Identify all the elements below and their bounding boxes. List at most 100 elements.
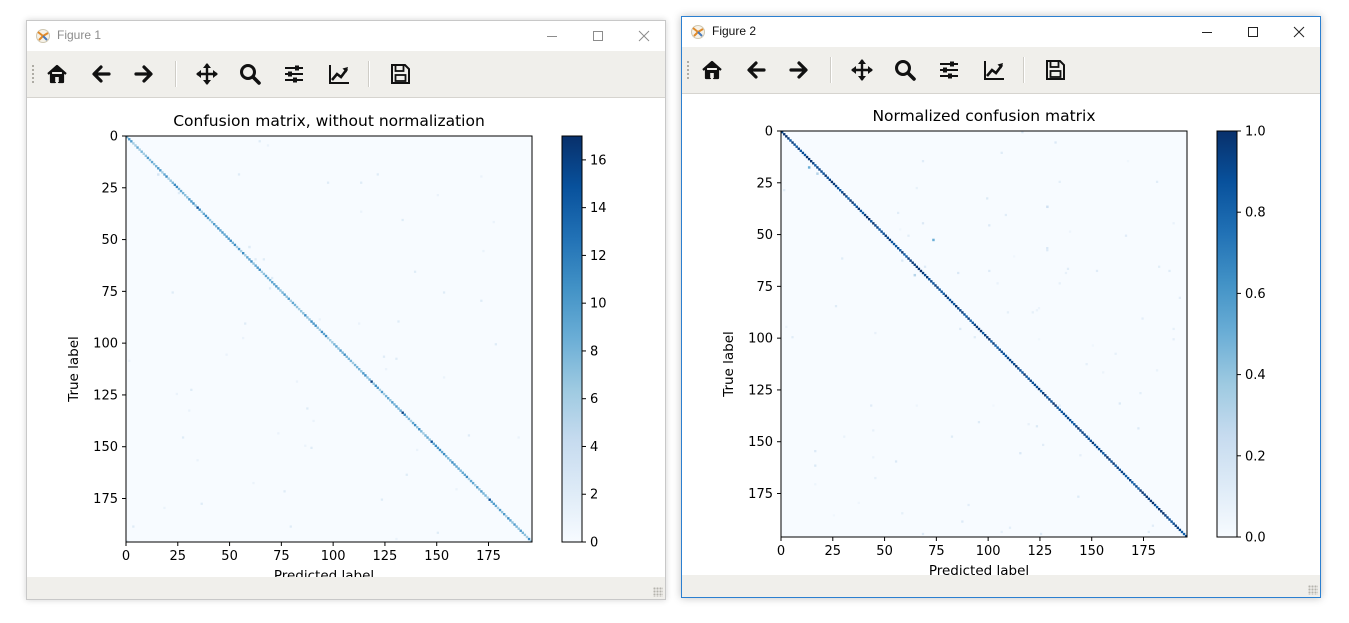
diagonal-cell	[913, 263, 916, 266]
subplots-button[interactable]	[278, 58, 310, 90]
minimize-button[interactable]	[1184, 17, 1230, 47]
figure-canvas[interactable]: 0 25 50 75 100 125 150 175 0 25 50 75 100 125 150 175 Co…	[27, 98, 665, 584]
diagonal-cell	[901, 251, 904, 254]
diagonal-cell	[308, 318, 311, 321]
home-button[interactable]	[696, 54, 728, 86]
matrix-cell	[1141, 317, 1144, 320]
diagonal-cell	[1004, 354, 1008, 358]
matrix-cell	[921, 532, 925, 536]
matrix-cell	[1021, 131, 1024, 134]
diagonal-cell	[876, 226, 879, 229]
matrix-cell	[376, 173, 379, 176]
matrix-cell	[1058, 282, 1061, 285]
matrix-cell	[360, 181, 363, 184]
matrix-cell	[967, 503, 970, 507]
diagonal-cell	[1143, 493, 1146, 496]
save-button[interactable]	[384, 58, 416, 90]
y-tick-label: 150	[748, 435, 773, 450]
colorbar-tick-label: 0.0	[1245, 531, 1266, 546]
size-grip[interactable]	[1308, 585, 1318, 595]
diagonal-cell	[1073, 423, 1076, 426]
pan-button[interactable]	[846, 54, 878, 86]
diagonal-cell	[955, 305, 958, 308]
subplots-button[interactable]	[933, 54, 965, 86]
diagonal-cell	[310, 320, 313, 323]
diagonal-cell	[820, 170, 823, 173]
save-button[interactable]	[1039, 54, 1071, 86]
matrix-cell	[1027, 423, 1030, 426]
size-grip[interactable]	[653, 587, 663, 597]
diagonal-cell	[138, 148, 141, 151]
diagonal-cell	[179, 189, 183, 193]
pan-button[interactable]	[191, 58, 223, 90]
matrix-cell	[395, 537, 398, 541]
close-button[interactable]	[621, 21, 667, 51]
diagonal-cell	[227, 237, 230, 240]
maximize-icon	[1248, 27, 1258, 37]
edit-curve-button[interactable]	[323, 58, 355, 90]
diagonal-cell	[1149, 499, 1153, 503]
diagonal-cell	[364, 374, 367, 377]
edit-curve-button[interactable]	[978, 54, 1010, 86]
zoom-button[interactable]	[234, 58, 266, 90]
diagonal-cell	[200, 210, 203, 213]
toolbar-separator	[368, 61, 370, 87]
matrix-cell	[921, 222, 925, 225]
axes-frame	[780, 130, 1188, 538]
back-arrow-button[interactable]	[740, 54, 772, 86]
toolbar-grip[interactable]	[686, 60, 690, 80]
matrix-cell	[921, 160, 925, 163]
title-bar[interactable]: Figure 1	[27, 21, 665, 51]
maximize-button[interactable]	[1230, 17, 1276, 47]
diagonal-cell	[333, 343, 336, 346]
close-button[interactable]	[1276, 17, 1322, 47]
confusion-matrix-plot[interactable]: 0 25 50 75 100 125 150 1750255075100125150175Co…	[27, 98, 665, 584]
matrix-cell	[190, 388, 193, 391]
maximize-button[interactable]	[575, 21, 621, 51]
diagonal-cell	[239, 249, 243, 253]
y-tick-label: 0	[110, 130, 118, 145]
diagonal-cell	[453, 463, 456, 466]
diagonal-cell	[237, 247, 241, 251]
diagonal-cell	[1031, 381, 1035, 385]
diagonal-cell	[1029, 379, 1032, 382]
matrix-cell	[1019, 452, 1022, 455]
matrix-cell	[1158, 265, 1161, 268]
forward-arrow-button[interactable]	[128, 58, 160, 90]
diagonal-cell	[1035, 385, 1039, 389]
matrix-cell	[1066, 267, 1070, 270]
diagonal-cell	[888, 238, 892, 242]
matrix-cell	[841, 257, 844, 260]
diagonal-cell	[1145, 495, 1148, 498]
matrix-cell	[1168, 269, 1171, 273]
matrix-cells	[781, 131, 1188, 538]
diagonal-cell	[376, 386, 380, 390]
y-tick-label: 100	[93, 337, 118, 352]
diagonal-cell	[372, 382, 375, 385]
matrix-cell	[1068, 230, 1072, 233]
diagonal-cell	[1068, 418, 1072, 422]
matrix-cell	[132, 525, 135, 528]
minimize-button[interactable]	[529, 21, 575, 51]
diagonal-cell	[471, 481, 475, 485]
edit-curve-icon	[984, 61, 1004, 80]
diagonal-cell	[1133, 483, 1136, 486]
figure-canvas[interactable]: 0 25 50 75 100 125 150 175 0 25 50 75 100 125 150 175 No…	[682, 94, 1320, 579]
matrix-cell	[304, 444, 307, 447]
diagonal-cell	[818, 168, 821, 171]
title-bar[interactable]: Figure 2	[682, 17, 1320, 47]
forward-arrow-button[interactable]	[783, 54, 815, 86]
matrix-cell	[843, 435, 846, 438]
zoom-button[interactable]	[889, 54, 921, 86]
toolbar-grip[interactable]	[31, 64, 35, 84]
diagonal-cell	[1151, 501, 1155, 505]
axes-frame	[125, 135, 533, 543]
home-button[interactable]	[41, 58, 73, 90]
diagonal-cell	[134, 144, 137, 147]
colorbar-tick-label: 0.2	[1245, 449, 1266, 464]
back-arrow-button[interactable]	[85, 58, 117, 90]
diagonal-cell	[190, 200, 193, 203]
diagonal-cell	[517, 527, 520, 530]
diagonal-cell	[1054, 404, 1057, 407]
normalized-confusion-matrix-plot[interactable]: 0 25 50 75 100 125 150 175 0 25 50 75 100 125 150 175 No…	[682, 94, 1320, 579]
